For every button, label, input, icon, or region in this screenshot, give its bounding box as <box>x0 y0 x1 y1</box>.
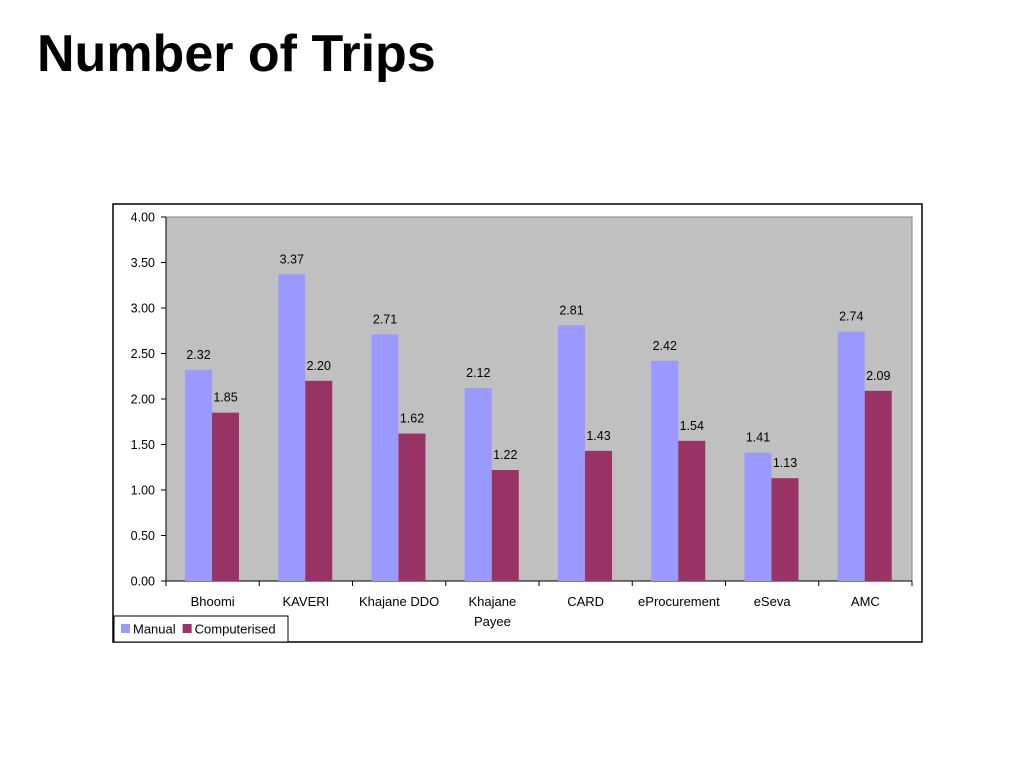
data-label: 1.62 <box>400 412 424 426</box>
legend-swatch <box>182 624 192 633</box>
data-label: 1.13 <box>773 456 797 470</box>
x-tick-label: eProcurement <box>638 594 720 609</box>
bar-computerised <box>678 440 706 581</box>
bar-manual <box>371 334 399 581</box>
bar-manual <box>651 360 679 581</box>
x-tick-label: Bhoomi <box>191 594 235 609</box>
bar-computerised <box>305 380 333 581</box>
data-label: 2.32 <box>186 348 210 362</box>
data-label: 2.74 <box>839 310 863 324</box>
bar-manual <box>185 369 212 581</box>
y-tick-label: 3.50 <box>131 256 155 270</box>
y-tick-label: 3.00 <box>131 302 155 316</box>
data-label: 2.09 <box>866 369 890 383</box>
bars <box>185 274 892 581</box>
bar-manual <box>278 274 306 581</box>
data-label: 1.54 <box>680 419 704 433</box>
data-label: 2.12 <box>466 366 490 380</box>
bar-manual <box>464 388 492 581</box>
bar-computerised <box>212 412 239 581</box>
x-tick-label: eSeva <box>754 594 792 609</box>
bar-computerised <box>771 478 799 581</box>
y-tick-label: 2.00 <box>131 393 155 407</box>
legend-label: Computerised <box>195 622 276 637</box>
data-label: 2.20 <box>307 359 331 373</box>
bar-computerised <box>864 390 892 581</box>
legend-label: Manual <box>133 622 176 637</box>
y-tick-label: 1.00 <box>131 484 155 498</box>
bar-computerised <box>491 469 519 581</box>
data-label: 2.71 <box>373 312 397 326</box>
x-tick-label: KAVERI <box>283 594 330 609</box>
legend-box <box>113 615 289 643</box>
data-label: 2.81 <box>559 303 583 317</box>
x-tick-label: CARD <box>567 594 604 609</box>
x-tick-label: AMC <box>851 594 880 609</box>
bar-manual <box>558 325 585 581</box>
y-tick-label: 0.00 <box>131 575 155 589</box>
data-label: 1.85 <box>213 391 237 405</box>
data-label: 1.43 <box>586 429 610 443</box>
data-label: 3.37 <box>280 252 304 266</box>
y-axis: 0.00 0.50 1.00 1.50 2.00 2.50 3.00 3.50 4.00 <box>131 211 167 589</box>
bar-computerised <box>398 433 426 581</box>
bar-manual <box>744 452 772 581</box>
x-tick-label: Khajane <box>469 594 517 609</box>
x-tick-label: Khajane DDO <box>359 594 439 609</box>
bar-computerised <box>585 450 612 581</box>
y-tick-label: 2.50 <box>131 347 155 361</box>
data-label: 1.41 <box>746 431 770 445</box>
data-label: 2.42 <box>653 339 677 353</box>
data-labels: 2.32 3.37 2.71 2.12 2.81 2.42 1.41 2.74 1.85 2.20… <box>186 252 890 470</box>
legend: Manual Computerised <box>113 615 289 643</box>
slide-title: Number of Trips <box>37 25 436 83</box>
y-tick-label: 0.50 <box>131 529 155 543</box>
plot-background <box>165 216 913 582</box>
data-label: 1.22 <box>493 448 517 462</box>
x-tick-label: Payee <box>474 614 511 629</box>
y-tick-label: 4.00 <box>131 211 155 225</box>
bar-manual <box>837 331 865 581</box>
legend-swatch <box>121 624 130 633</box>
y-tick-label: 1.50 <box>131 438 155 452</box>
plot-area <box>165 216 913 582</box>
